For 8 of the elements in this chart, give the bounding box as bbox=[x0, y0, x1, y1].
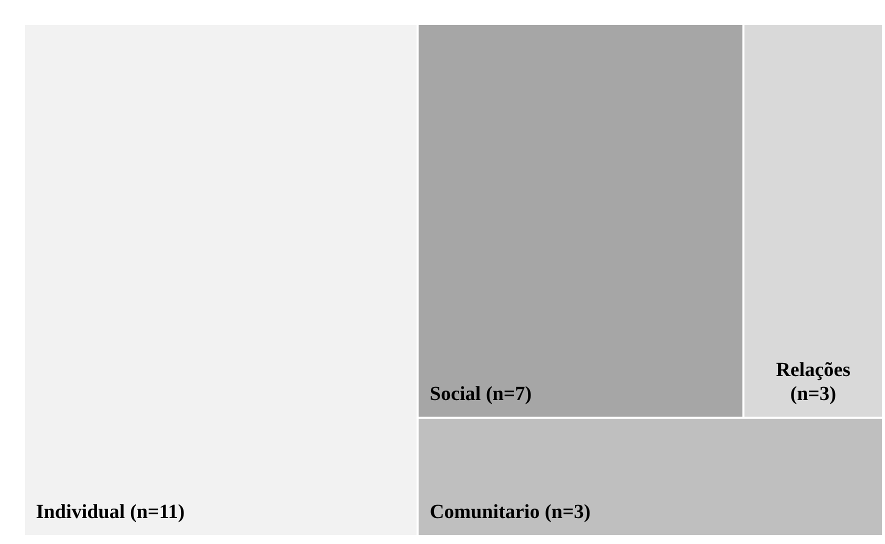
data-label: (n=3) bbox=[544, 501, 591, 523]
category-label: Social bbox=[430, 382, 482, 405]
data-label: (n=11) bbox=[130, 501, 185, 523]
category-label: Individual bbox=[36, 501, 126, 523]
category-label: Comunitario bbox=[430, 501, 540, 523]
category-label: Relações bbox=[776, 358, 851, 381]
data-label: (n=3) bbox=[790, 382, 836, 405]
data-label: (n=7) bbox=[486, 382, 532, 405]
